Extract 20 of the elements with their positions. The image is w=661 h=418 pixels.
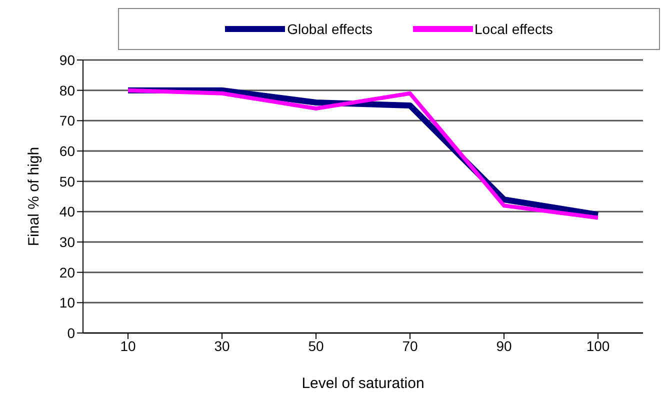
legend-label: Local effects <box>474 21 553 37</box>
x-tick-label: 70 <box>402 338 418 354</box>
y-tick-label: 70 <box>59 112 76 129</box>
legend-label: Global effects <box>287 21 372 37</box>
x-tick-label: 100 <box>586 338 610 354</box>
x-tick-label: 30 <box>214 338 230 354</box>
y-tick-label: 10 <box>59 294 76 311</box>
x-tick-label: 10 <box>120 338 136 354</box>
x-axis-title: Level of saturation <box>302 375 424 392</box>
y-tick-label: 50 <box>59 173 76 190</box>
y-tick-label: 20 <box>59 264 76 280</box>
y-tick-label: 30 <box>59 234 76 250</box>
y-tick-label: 80 <box>59 82 76 98</box>
x-tick-label: 90 <box>496 338 512 354</box>
y-axis-title: Final % of high <box>25 146 42 246</box>
y-tick-label: 40 <box>59 204 76 220</box>
x-tick-label: 50 <box>308 338 324 354</box>
y-tick-label: 60 <box>59 142 76 159</box>
y-tick-label: 90 <box>59 52 76 68</box>
y-tick-label: 0 <box>67 324 76 341</box>
